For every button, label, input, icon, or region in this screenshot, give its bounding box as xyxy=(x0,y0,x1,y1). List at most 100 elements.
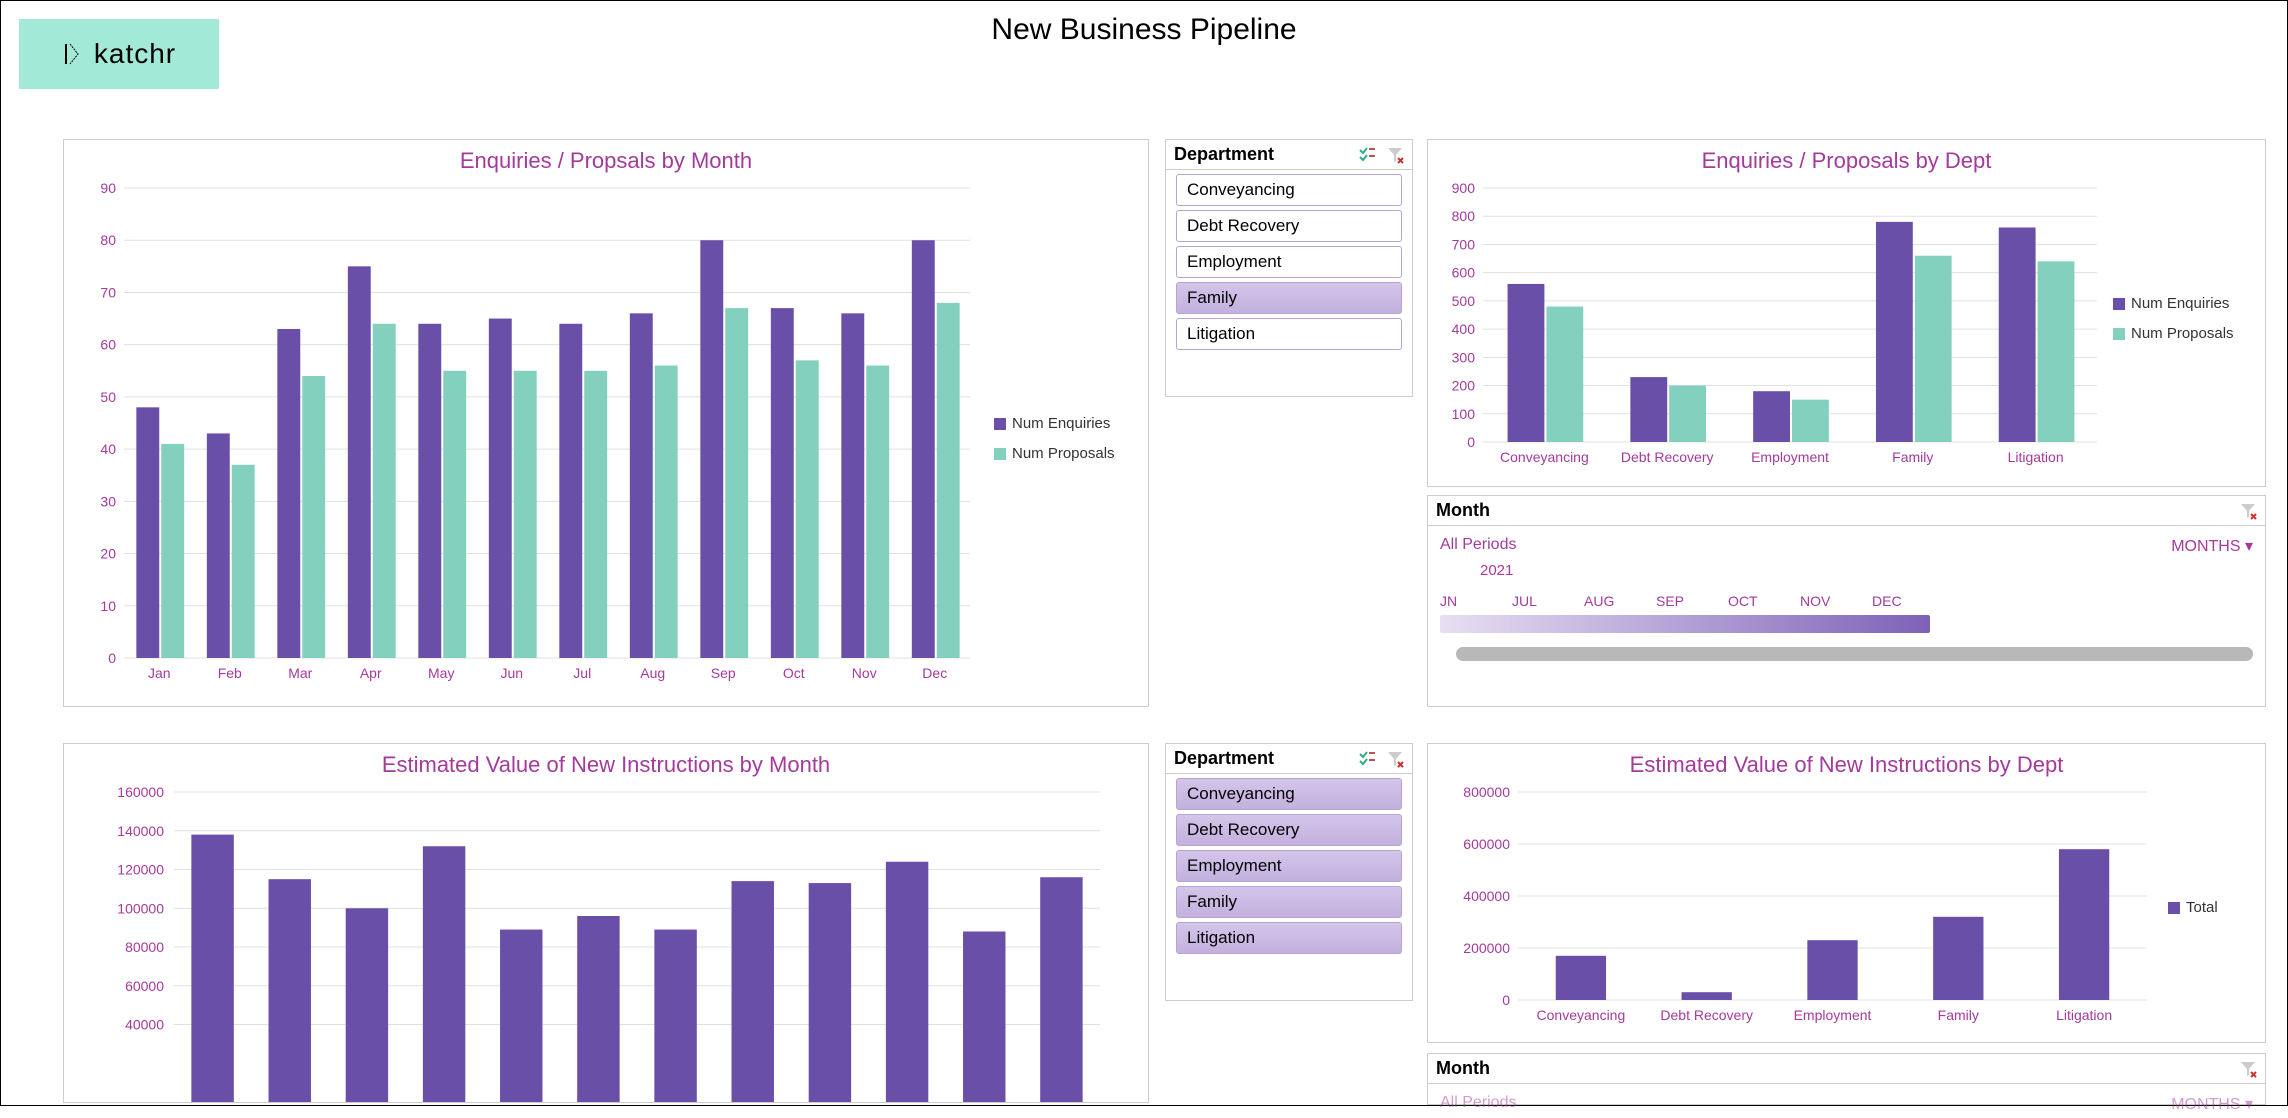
svg-text:Jul: Jul xyxy=(573,665,591,681)
svg-text:Total: Total xyxy=(2186,899,2218,916)
svg-text:600000: 600000 xyxy=(1463,836,1510,852)
bar xyxy=(443,371,466,658)
svg-text:90: 90 xyxy=(100,180,116,196)
svg-text:Sep: Sep xyxy=(711,665,736,681)
timeline-bar[interactable] xyxy=(1440,615,1930,633)
svg-text:Employment: Employment xyxy=(1751,449,1829,465)
bar xyxy=(912,240,935,658)
svg-text:Conveyancing: Conveyancing xyxy=(1500,449,1589,465)
page-title: New Business Pipeline xyxy=(991,13,1296,47)
month-label: JN xyxy=(1440,593,1512,609)
bar xyxy=(1040,877,1082,1102)
svg-text:60000: 60000 xyxy=(125,978,164,994)
slicer-title: Department xyxy=(1174,748,1274,769)
svg-text:700: 700 xyxy=(1452,236,1476,252)
slicer-item[interactable]: Litigation xyxy=(1176,318,1402,350)
bar xyxy=(630,313,653,658)
bar xyxy=(655,366,678,658)
svg-text:200: 200 xyxy=(1452,378,1476,394)
slicer-department-1: Department ConveyancingDebt RecoveryEmpl… xyxy=(1165,139,1413,397)
month-label: SEP xyxy=(1656,593,1728,609)
chart-value-instructions-dept: Estimated Value of New Instructions by D… xyxy=(1427,743,2266,1043)
svg-text:900: 900 xyxy=(1452,180,1476,196)
svg-text:500: 500 xyxy=(1452,293,1476,309)
bar xyxy=(418,324,441,658)
svg-text:Feb: Feb xyxy=(218,665,242,681)
slicer-item[interactable]: Conveyancing xyxy=(1176,778,1402,810)
svg-text:40: 40 xyxy=(100,441,116,457)
clear-filter-icon[interactable] xyxy=(2239,502,2257,520)
slicer-item[interactable]: Conveyancing xyxy=(1176,174,1402,206)
bar xyxy=(1876,222,1913,442)
bar xyxy=(500,930,542,1102)
svg-text:Debt Recovery: Debt Recovery xyxy=(1660,1007,1753,1023)
bar xyxy=(809,883,851,1102)
bar xyxy=(1792,400,1829,442)
svg-text:800: 800 xyxy=(1452,208,1476,224)
chart-canvas: 0102030405060708090JanFebMarAprMayJunJul… xyxy=(64,178,1148,698)
unit-label[interactable]: MONTHS ▾ xyxy=(2171,1094,2253,1114)
logo-icon xyxy=(62,42,86,66)
clear-filter-icon[interactable] xyxy=(1386,146,1404,164)
slicer-item[interactable]: Debt Recovery xyxy=(1176,210,1402,242)
month-label: JUL xyxy=(1512,593,1584,609)
slicer-item[interactable]: Employment xyxy=(1176,246,1402,278)
bar xyxy=(2059,849,2109,1000)
bar xyxy=(269,879,311,1102)
bar xyxy=(841,313,864,658)
slicer-item[interactable]: Employment xyxy=(1176,850,1402,882)
bar xyxy=(373,324,396,658)
timeline-scrollbar[interactable] xyxy=(1456,647,2253,661)
svg-text:50: 50 xyxy=(100,389,116,405)
svg-text:0: 0 xyxy=(1502,992,1510,1008)
svg-text:Num Enquiries: Num Enquiries xyxy=(2131,295,2229,312)
bar xyxy=(302,376,325,658)
multiselect-icon[interactable] xyxy=(1358,146,1376,164)
unit-label[interactable]: MONTHS ▾ xyxy=(2171,536,2253,556)
svg-text:Nov: Nov xyxy=(852,665,877,681)
multiselect-icon[interactable] xyxy=(1358,750,1376,768)
bar xyxy=(771,308,794,658)
month-label: AUG xyxy=(1584,593,1656,609)
svg-text:Jan: Jan xyxy=(148,665,171,681)
svg-text:100: 100 xyxy=(1452,406,1476,422)
svg-text:20: 20 xyxy=(100,546,116,562)
bar xyxy=(1630,377,1667,442)
svg-text:80000: 80000 xyxy=(125,939,164,955)
bar xyxy=(232,465,255,658)
bar xyxy=(886,862,928,1102)
bar xyxy=(732,881,774,1102)
clear-filter-icon[interactable] xyxy=(1386,750,1404,768)
svg-text:Mar: Mar xyxy=(288,665,312,681)
slicer-item[interactable]: Family xyxy=(1176,886,1402,918)
bar xyxy=(1546,307,1583,442)
svg-text:Conveyancing: Conveyancing xyxy=(1537,1007,1626,1023)
bar xyxy=(348,266,371,658)
slicer-item[interactable]: Litigation xyxy=(1176,922,1402,954)
bar xyxy=(277,329,300,658)
svg-text:400000: 400000 xyxy=(1463,888,1510,904)
svg-text:70: 70 xyxy=(100,284,116,300)
bar xyxy=(191,835,233,1102)
svg-text:Family: Family xyxy=(1938,1007,1979,1023)
svg-text:60: 60 xyxy=(100,337,116,353)
bar xyxy=(423,846,465,1102)
slicer-item[interactable]: Debt Recovery xyxy=(1176,814,1402,846)
svg-text:Debt Recovery: Debt Recovery xyxy=(1621,449,1714,465)
slicer-item[interactable]: Family xyxy=(1176,282,1402,314)
svg-text:600: 600 xyxy=(1452,265,1476,281)
svg-text:Aug: Aug xyxy=(640,665,665,681)
chart-title: Enquiries / Propsals by Month xyxy=(64,140,1148,178)
chart-title: Estimated Value of New Instructions by M… xyxy=(64,744,1148,782)
bar xyxy=(1508,284,1545,442)
bar xyxy=(700,240,723,658)
chart-enquiries-proposals-month: Enquiries / Propsals by Month 0102030405… xyxy=(63,139,1149,707)
bar xyxy=(346,908,388,1102)
clear-filter-icon[interactable] xyxy=(2239,1060,2257,1078)
bar xyxy=(654,930,696,1102)
svg-text:Litigation: Litigation xyxy=(2056,1007,2112,1023)
svg-text:May: May xyxy=(428,665,454,681)
svg-text:Jun: Jun xyxy=(500,665,523,681)
svg-text:300: 300 xyxy=(1452,349,1476,365)
svg-text:Num Proposals: Num Proposals xyxy=(2131,325,2234,342)
